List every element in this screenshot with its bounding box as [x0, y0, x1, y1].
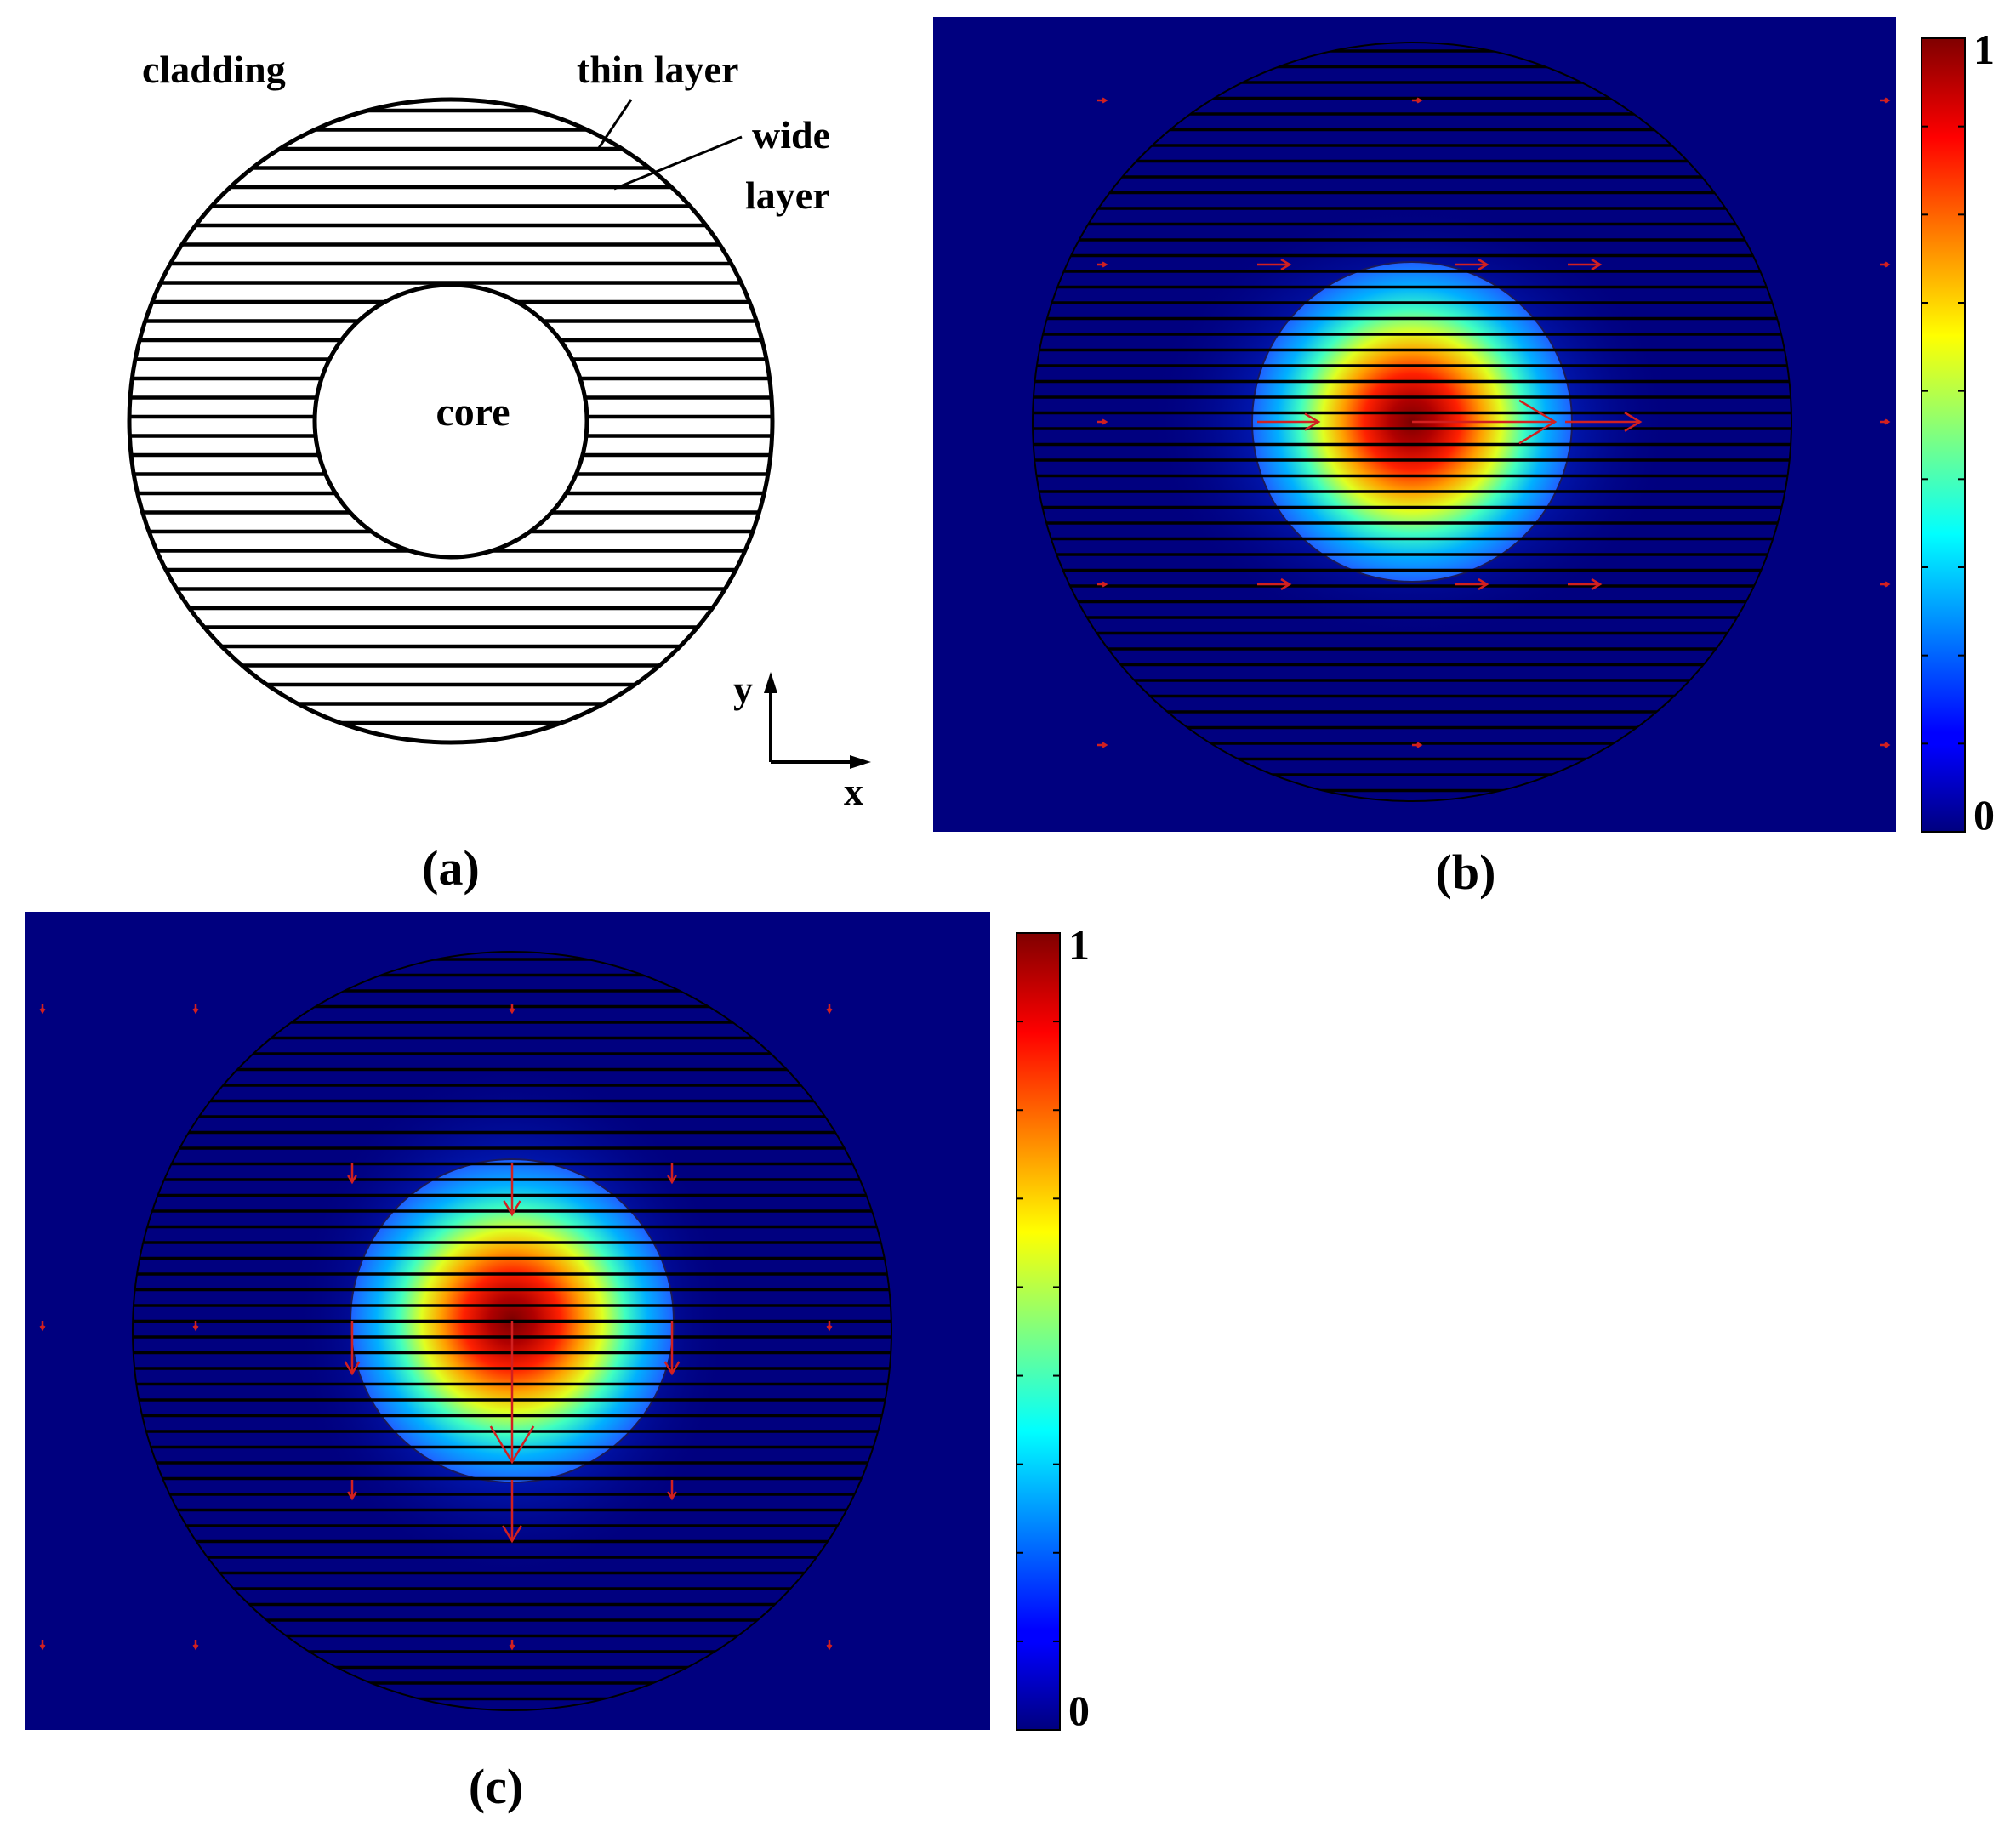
colorbar-c: [1016, 932, 1061, 1731]
label-core: core: [436, 390, 510, 435]
field-arrow: [1568, 258, 1603, 271]
field-arrow: [1257, 577, 1292, 591]
field-arrow: [1568, 577, 1603, 591]
colorbar-b: [1921, 37, 1966, 833]
label-cladding: cladding: [142, 48, 286, 91]
field-arrow: [1412, 97, 1423, 104]
field-arrow: [192, 1004, 199, 1015]
field-arrow: [192, 1321, 199, 1332]
field-arrow: [39, 1321, 46, 1332]
field-arrow: [1455, 258, 1489, 271]
field-arrow: [509, 1004, 515, 1015]
field-arrows-c: [39, 1004, 833, 1651]
leader-wide-layer: [613, 135, 743, 191]
field-arrow: [1880, 261, 1891, 268]
label-wide-layer-line2: layer: [745, 173, 830, 217]
label-thin-layer: thin layer: [577, 48, 738, 91]
panel-c: 1 0 (c): [25, 912, 1090, 1814]
panel-b: 1 0 (b): [933, 17, 1995, 900]
caption-c: (c): [469, 1759, 523, 1814]
field-arrow: [39, 1004, 46, 1015]
colorbar-min-c: 0: [1068, 1687, 1090, 1734]
cladding-outline: [127, 97, 775, 745]
axis-label-x: x: [844, 770, 863, 813]
core-region: [312, 282, 589, 560]
field-arrow: [1097, 742, 1108, 748]
field-arrow: [347, 1163, 357, 1185]
field-arrow: [826, 1640, 833, 1651]
field-arrow: [1880, 742, 1891, 748]
axis-label-y: y: [733, 668, 753, 711]
field-arrow: [503, 1163, 521, 1217]
field-arrow: [1880, 97, 1891, 104]
field-arrow: [826, 1321, 833, 1332]
field-arrow: [1880, 418, 1891, 425]
field-arrow: [1565, 412, 1643, 432]
field-arrow: [1880, 581, 1891, 588]
field-arrow: [347, 1480, 357, 1501]
field-arrow: [489, 1321, 535, 1465]
field-arrow: [502, 1480, 522, 1544]
cladding-outline-b: [1032, 42, 1792, 802]
cladding-outline-c: [132, 951, 892, 1711]
field-arrow: [826, 1004, 833, 1015]
xy-axes-indicator: y x: [733, 668, 871, 813]
field-arrow: [667, 1480, 677, 1501]
field-arrow: [1257, 258, 1292, 271]
field-arrow: [509, 1640, 515, 1651]
label-wide-layer-line1: wide: [752, 113, 830, 156]
field-arrow: [1412, 399, 1558, 445]
field-arrow: [1097, 418, 1108, 425]
colorbar-max-c: 1: [1068, 921, 1090, 969]
field-arrow: [1097, 97, 1108, 104]
field-arrow: [39, 1640, 46, 1651]
field-arrow: [1097, 261, 1108, 268]
caption-b: (b): [1436, 845, 1496, 900]
field-arrow: [663, 1321, 681, 1376]
leader-thin-layer: [595, 99, 633, 151]
field-arrow: [192, 1640, 199, 1651]
caption-a: (a): [422, 840, 480, 896]
field-arrow: [667, 1163, 677, 1185]
panel-a: cladding thin layer wide layer core y x …: [127, 48, 871, 896]
field-arrow: [344, 1321, 361, 1376]
field-arrows-b: [1097, 97, 1891, 748]
field-arrow: [1412, 742, 1423, 748]
field-arrow: [1097, 581, 1108, 588]
colorbar-min-b: 0: [1973, 791, 1995, 839]
colorbar-max-b: 1: [1973, 26, 1995, 73]
field-arrow: [1455, 577, 1489, 591]
field-arrow: [1257, 412, 1321, 431]
